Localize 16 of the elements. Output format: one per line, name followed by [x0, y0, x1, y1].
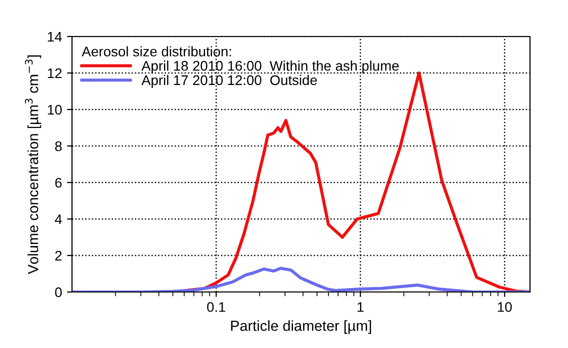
- legend-label: April 18 2010 16:00 Within the ash plume: [141, 60, 399, 74]
- y-tick-label: 10: [48, 104, 62, 115]
- x-tick-label: 10: [498, 302, 512, 312]
- y-axis-title: Volume concentration [µm$^{3}$ cm$^{−3}$]: [24, 55, 42, 274]
- legend-label: April 17 2010 12:00 Outside: [141, 74, 317, 88]
- x-tick-label: 0.1: [207, 302, 226, 312]
- y-tick-label: 14: [48, 32, 62, 42]
- y-tick-label: 12: [48, 68, 62, 78]
- y-tick-label: 4: [54, 214, 62, 224]
- y-tick-label: 0: [55, 287, 62, 298]
- legend-title: Aerosol size distribution:: [82, 46, 231, 56]
- x-axis-title: Particle diameter [µm]: [231, 320, 372, 334]
- y-tick-label: 8: [55, 141, 62, 152]
- x-tick-label: 1: [358, 302, 364, 312]
- y-tick-label: 2: [55, 250, 62, 261]
- y-tick-label: 6: [55, 178, 62, 188]
